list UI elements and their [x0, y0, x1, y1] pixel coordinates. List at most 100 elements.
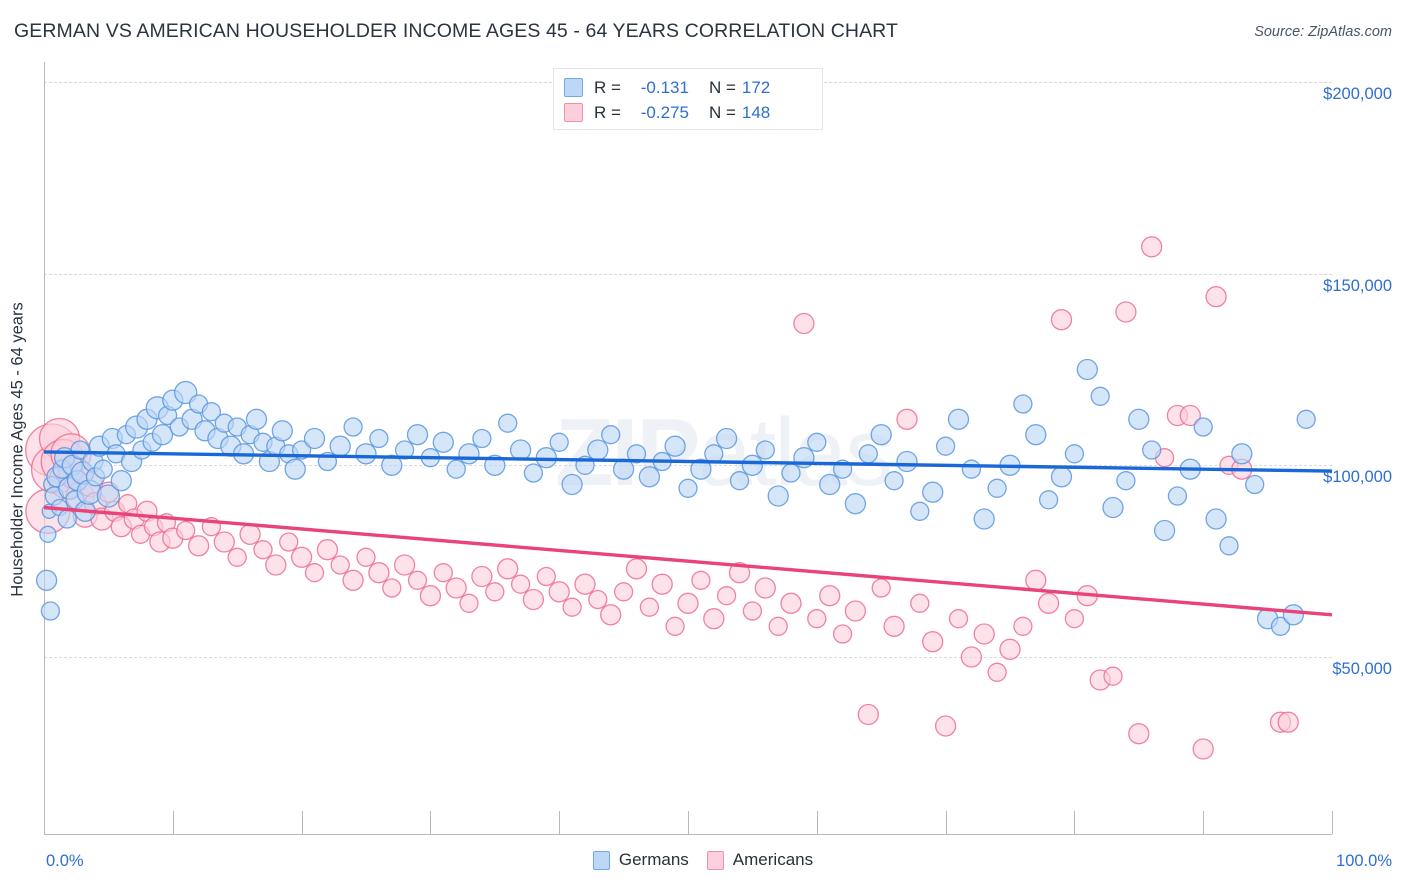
data-point [1270, 616, 1291, 636]
data-point [1038, 490, 1059, 510]
data-point [678, 478, 698, 498]
data-point [1193, 417, 1213, 437]
data-point [523, 463, 544, 483]
x-tick-40 [559, 811, 561, 834]
data-point [742, 601, 763, 621]
data-point [1064, 609, 1085, 629]
trendline-germans [43, 450, 1333, 473]
x-axis-max-label: 100.0% [1336, 852, 1392, 870]
data-point [832, 624, 853, 644]
data-point [265, 554, 287, 576]
x-tick-0 [44, 811, 45, 834]
data-point [522, 588, 545, 611]
data-point [922, 631, 944, 653]
gridline-150000 [44, 273, 1332, 275]
data-point [471, 565, 493, 588]
germans-swatch-icon [564, 78, 583, 97]
data-point [381, 454, 403, 476]
data-point [1037, 592, 1060, 614]
data-point [664, 435, 686, 457]
series-germans [35, 358, 1316, 636]
data-point [948, 609, 969, 629]
data-point [303, 427, 326, 450]
trendline-americans [43, 505, 1333, 617]
data-point [870, 424, 892, 446]
data-point [819, 473, 841, 496]
data-point [187, 535, 210, 557]
data-point [1219, 536, 1239, 556]
data-point [39, 525, 57, 543]
data-point [973, 623, 995, 645]
legend-item-germans[interactable]: Germans [592, 850, 689, 870]
data-point [1205, 508, 1227, 530]
americans-legend-swatch-icon [706, 850, 724, 870]
data-point [472, 428, 492, 449]
data-point [562, 597, 582, 617]
gridline-100000 [44, 465, 1332, 467]
y-tick-label-50000: $50,000 [1332, 660, 1392, 678]
data-point [382, 578, 402, 598]
data-point [574, 573, 596, 595]
data-point [807, 609, 827, 629]
data-point [1115, 301, 1137, 323]
data-point [755, 440, 775, 460]
data-point [754, 577, 776, 599]
americans-swatch-icon [564, 103, 583, 122]
x-tick-90 [1203, 811, 1205, 834]
x-tick-100 [1332, 811, 1333, 834]
data-point [548, 581, 570, 603]
data-point [910, 501, 930, 521]
data-point [485, 582, 505, 602]
data-point [960, 646, 983, 668]
data-point [110, 470, 132, 492]
x-axis-line [44, 834, 1332, 835]
data-point [807, 432, 827, 452]
legend-item-americans[interactable]: Americans [706, 850, 814, 870]
data-point [368, 562, 390, 584]
x-tick-70 [945, 811, 947, 834]
data-point [857, 703, 879, 726]
data-point [601, 425, 621, 445]
data-point [342, 569, 364, 591]
americans-r-label: R = [594, 102, 621, 122]
data-point [844, 493, 867, 515]
data-point [1050, 309, 1073, 331]
legend-label-americans: Americans [732, 850, 814, 869]
data-point [70, 440, 90, 460]
data-point [1153, 519, 1176, 542]
series-legend: Germans Americans [0, 850, 1406, 870]
data-point [587, 439, 609, 461]
data-point [780, 592, 802, 614]
data-point [844, 600, 867, 622]
americans-n-label: N = [708, 102, 736, 122]
data-point [329, 435, 351, 457]
data-point [588, 589, 608, 610]
data-point [213, 531, 235, 553]
data-point [1064, 444, 1085, 464]
data-point [987, 662, 1007, 682]
data-point [1142, 440, 1162, 460]
data-point [151, 424, 174, 446]
data-point [703, 608, 725, 630]
legend-label-germans: Germans [618, 850, 689, 869]
y-tick-label-100000: $100,000 [1323, 468, 1392, 487]
data-point [510, 574, 531, 594]
data-point [1277, 711, 1299, 733]
data-point [1141, 236, 1163, 258]
data-point [458, 443, 480, 465]
data-point [176, 520, 196, 541]
data-point [201, 402, 222, 422]
data-point [1013, 394, 1033, 414]
stats-row-americans: R = -0.275 N = 148 [564, 100, 812, 125]
data-point [677, 592, 699, 614]
data-point [284, 458, 306, 480]
data-point [536, 566, 556, 587]
x-tick-30 [430, 811, 432, 834]
correlation-stats-box: R = -0.131 N = 172 R = -0.275 N = 148 [553, 68, 823, 130]
data-point [1128, 723, 1150, 745]
x-tick-10 [172, 811, 174, 834]
data-point [279, 532, 299, 552]
data-point [716, 586, 737, 606]
data-point [639, 597, 660, 617]
data-point [768, 616, 788, 636]
